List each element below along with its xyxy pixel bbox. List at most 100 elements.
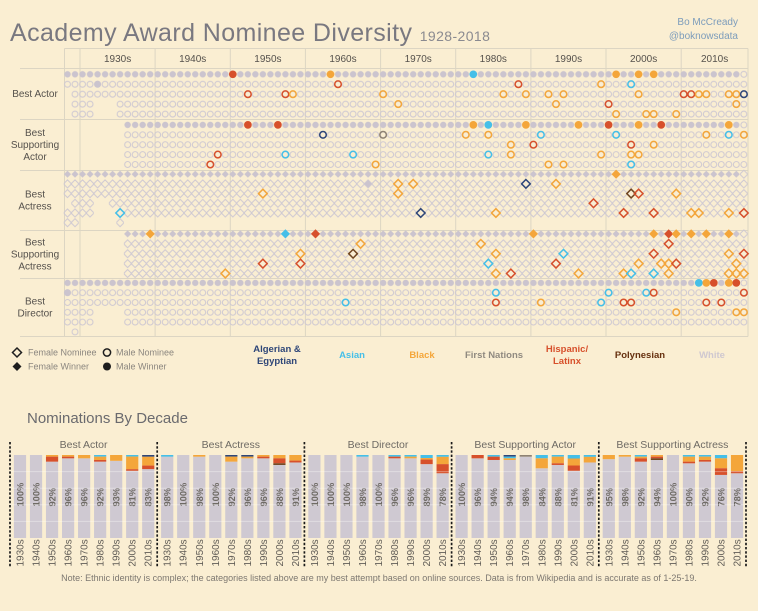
svg-text:1940s: 1940s [326,539,337,566]
svg-text:@boknowsdata: @boknowsdata [669,31,739,42]
svg-text:1970s: 1970s [668,539,679,566]
svg-text:90%: 90% [684,487,694,506]
svg-text:1950s: 1950s [254,54,281,65]
svg-text:Best Actress: Best Actress [202,439,260,451]
svg-text:Best Supporting Actor: Best Supporting Actor [474,439,576,451]
svg-text:2000s: 2000s [630,54,657,65]
svg-text:88%: 88% [275,487,285,506]
svg-text:1960s: 1960s [211,539,222,566]
svg-text:2000s: 2000s [128,539,139,566]
svg-text:96%: 96% [259,487,269,506]
svg-text:1970s: 1970s [80,539,91,566]
svg-text:94%: 94% [489,487,499,506]
svg-text:92%: 92% [96,487,106,506]
svg-text:100%: 100% [32,482,42,507]
svg-text:1980s: 1980s [243,539,254,566]
svg-text:Best: Best [25,128,45,139]
svg-text:94%: 94% [652,487,662,506]
svg-text:92%: 92% [48,487,58,506]
svg-text:1980s: 1980s [537,539,548,566]
svg-text:96%: 96% [473,487,483,506]
svg-text:81%: 81% [569,487,579,506]
svg-text:84%: 84% [537,487,547,506]
svg-text:1940s: 1940s [179,54,206,65]
svg-text:98%: 98% [163,487,173,506]
svg-text:Hispanic/: Hispanic/ [546,344,589,355]
svg-text:2000s: 2000s [569,539,580,566]
svg-text:100%: 100% [16,482,26,507]
svg-text:2010s: 2010s [438,539,449,566]
svg-text:1980s: 1980s [96,539,107,566]
svg-text:2000s: 2000s [422,539,433,566]
svg-text:First Nations: First Nations [465,350,523,361]
svg-text:91%: 91% [291,487,301,506]
svg-text:91%: 91% [585,487,595,506]
svg-text:Best Supporting Actress: Best Supporting Actress [616,439,728,451]
svg-text:Actress: Actress [18,202,51,213]
svg-text:83%: 83% [144,487,154,506]
svg-text:1950s: 1950s [342,539,353,566]
svg-text:Egyptian: Egyptian [257,356,297,367]
svg-text:1990s: 1990s [112,539,123,566]
svg-text:100%: 100% [457,482,467,507]
svg-text:96%: 96% [80,487,90,506]
svg-text:1930s: 1930s [163,539,174,566]
svg-text:Female Winner: Female Winner [28,362,89,372]
svg-text:1930s: 1930s [310,539,321,566]
svg-text:1930s: 1930s [457,539,468,566]
svg-text:Supporting: Supporting [11,250,59,261]
svg-text:Best Director: Best Director [348,439,409,451]
svg-text:Best: Best [25,190,45,201]
svg-text:Best: Best [25,238,45,249]
svg-text:1990s: 1990s [259,539,270,566]
svg-text:Supporting: Supporting [11,140,59,151]
svg-text:1960s: 1960s [329,54,356,65]
svg-text:Female Nominee: Female Nominee [28,348,97,358]
svg-text:98%: 98% [521,487,531,506]
svg-text:1950s: 1950s [195,539,206,566]
svg-text:1980s: 1980s [480,54,507,65]
svg-text:1980s: 1980s [390,539,401,566]
svg-text:1970s: 1970s [405,54,432,65]
svg-text:98%: 98% [358,487,368,506]
svg-text:2000s: 2000s [717,539,728,566]
svg-text:1990s: 1990s [555,54,582,65]
svg-text:Polynesian: Polynesian [615,350,665,361]
svg-text:1990s: 1990s [406,539,417,566]
svg-text:89%: 89% [422,487,432,506]
svg-text:100%: 100% [211,482,221,507]
svg-text:Algerian &: Algerian & [253,344,301,355]
svg-text:1950s: 1950s [489,539,500,566]
svg-text:Academy Award Nominee Diversit: Academy Award Nominee Diversity 1928-201… [10,19,490,47]
svg-text:92%: 92% [636,487,646,506]
svg-text:1960s: 1960s [652,539,663,566]
svg-text:Best Actor: Best Actor [12,89,58,100]
svg-text:78%: 78% [438,487,448,506]
svg-text:Best: Best [25,297,45,308]
svg-text:Male Winner: Male Winner [116,362,167,372]
svg-text:Director: Director [17,309,53,320]
svg-text:92%: 92% [227,487,237,506]
svg-text:98%: 98% [195,487,205,506]
svg-text:2010s: 2010s [733,539,744,566]
svg-text:1990s: 1990s [701,539,712,566]
svg-text:100%: 100% [342,482,352,507]
svg-text:100%: 100% [179,482,189,507]
svg-text:2010s: 2010s [144,539,155,566]
svg-text:100%: 100% [310,482,320,507]
svg-text:Actress: Actress [18,262,51,273]
svg-text:96%: 96% [64,487,74,506]
svg-text:1950s: 1950s [636,539,647,566]
svg-text:93%: 93% [112,487,122,506]
svg-text:100%: 100% [374,482,384,507]
svg-text:1930s: 1930s [104,54,131,65]
svg-text:Actor: Actor [23,152,47,163]
svg-text:1970s: 1970s [227,539,238,566]
svg-text:Best Actor: Best Actor [60,439,108,451]
svg-text:Male Nominee: Male Nominee [116,348,174,358]
svg-text:1960s: 1960s [505,539,516,566]
svg-text:78%: 78% [733,487,743,506]
svg-text:94%: 94% [505,487,515,506]
svg-text:2010s: 2010s [585,539,596,566]
svg-text:Note: Ethnic identity is compl: Note: Ethnic identity is complex; the ca… [61,573,697,583]
